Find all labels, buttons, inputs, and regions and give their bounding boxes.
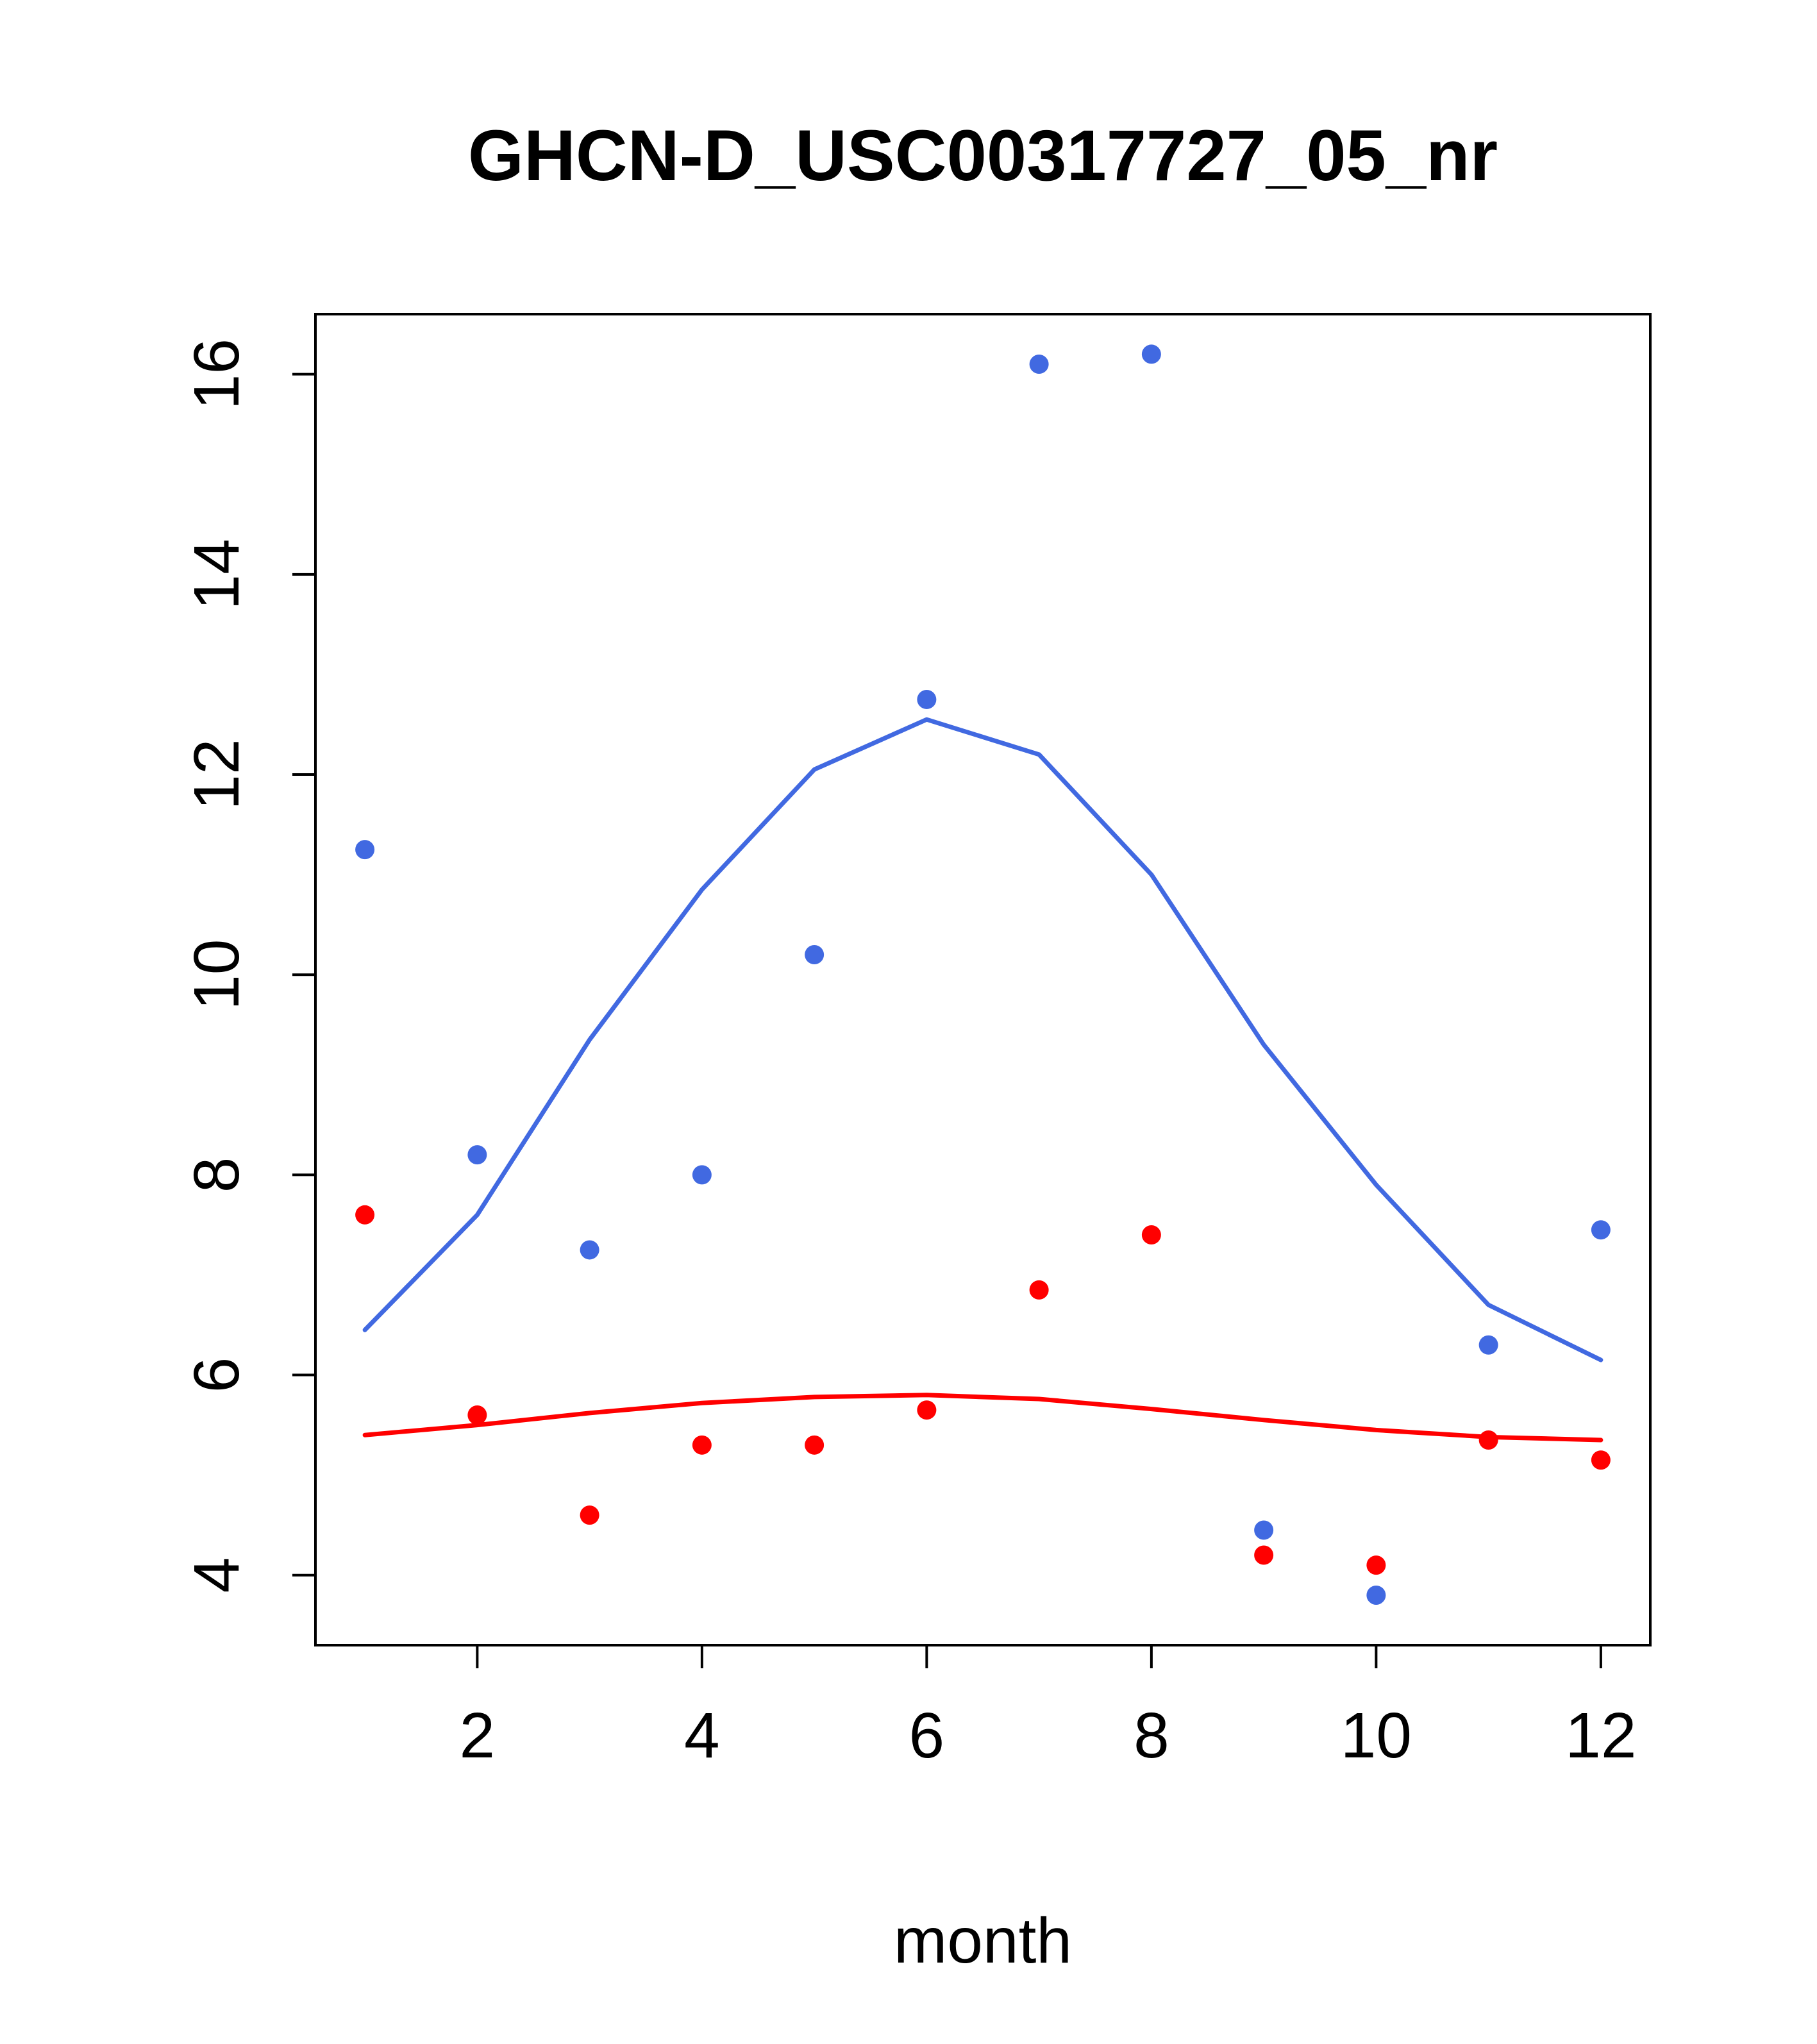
- red-scatter-point: [1141, 1225, 1161, 1245]
- blue-scatter-point: [1591, 1220, 1611, 1240]
- x-tick-label: 8: [1134, 1700, 1169, 1772]
- x-axis-label: month: [894, 1905, 1072, 1977]
- blue-scatter-point: [1029, 355, 1049, 374]
- plot-box: [314, 313, 1652, 1646]
- y-tick-label: 6: [181, 1357, 253, 1393]
- red-scatter-point: [467, 1405, 487, 1425]
- red-scatter-point: [580, 1505, 599, 1525]
- red-scatter-point: [355, 1205, 375, 1225]
- y-tick-label: 16: [181, 339, 253, 410]
- red-scatter-point: [1591, 1450, 1611, 1470]
- y-tick-label: 12: [181, 739, 253, 810]
- red-scatter-point: [1478, 1430, 1498, 1450]
- blue-scatter-point: [355, 840, 375, 860]
- x-tick-label: 2: [460, 1700, 496, 1772]
- red-scatter-point: [917, 1400, 937, 1420]
- y-tick-label: 4: [181, 1557, 253, 1593]
- blue-scatter-point: [1141, 344, 1161, 364]
- chart-title: GHCN-D_USC00317727_05_nr: [467, 115, 1498, 196]
- y-tick-label: 10: [181, 939, 253, 1010]
- blue-scatter-point: [580, 1240, 599, 1260]
- blue-scatter-point: [1366, 1585, 1386, 1605]
- x-tick-label: 12: [1565, 1700, 1636, 1772]
- blue-scatter-point: [1254, 1520, 1274, 1540]
- red-scatter-point: [805, 1435, 825, 1455]
- red-smooth-line: [362, 1393, 1603, 1443]
- blue-scatter-point: [692, 1165, 712, 1185]
- blue-scatter-point: [467, 1145, 487, 1165]
- x-tick-label: 4: [684, 1700, 720, 1772]
- blue-scatter-point: [805, 944, 825, 964]
- y-tick-label: 14: [181, 539, 253, 610]
- red-scatter-point: [692, 1435, 712, 1455]
- red-scatter-point: [1029, 1280, 1049, 1300]
- red-scatter-point: [1366, 1555, 1386, 1575]
- x-tick-label: 6: [909, 1700, 945, 1772]
- blue-smooth-line: [362, 717, 1603, 1362]
- blue-scatter-point: [1478, 1335, 1498, 1355]
- y-tick-label: 8: [181, 1157, 253, 1193]
- red-scatter-point: [1254, 1545, 1274, 1565]
- x-tick-label: 10: [1341, 1700, 1412, 1772]
- blue-scatter-point: [917, 689, 937, 709]
